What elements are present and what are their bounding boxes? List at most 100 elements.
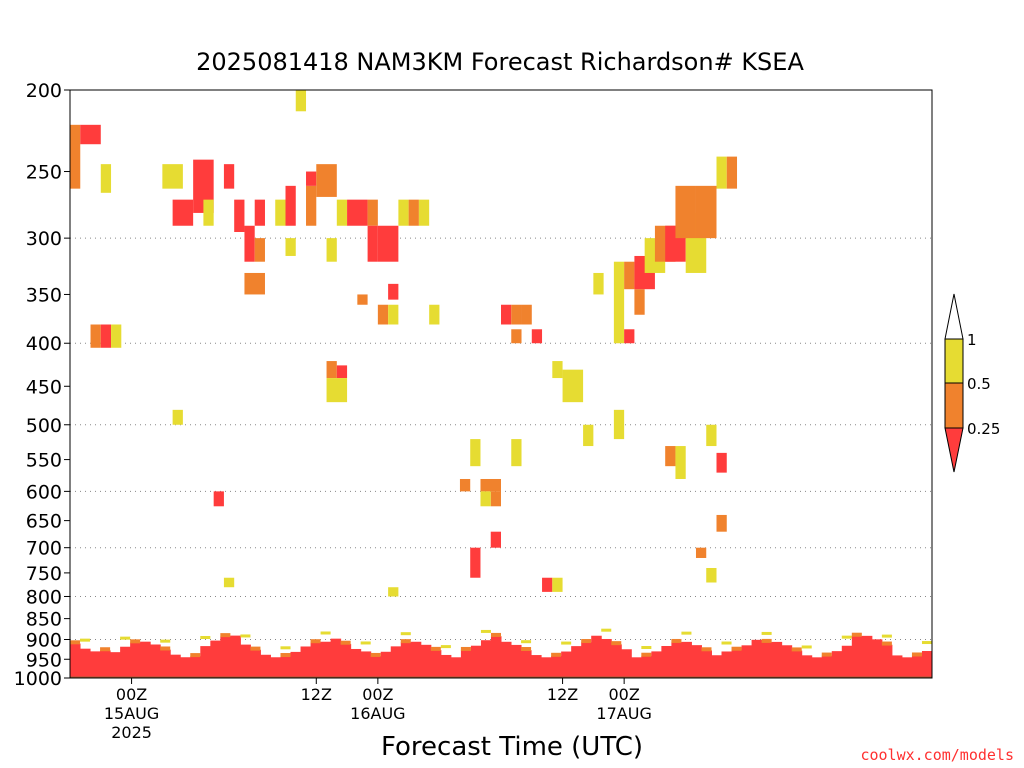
bl-column [721,651,733,677]
bl-column [661,645,672,677]
bl-column [501,641,512,677]
ri-patch [213,491,224,507]
ri-patch [111,324,122,348]
bl-column [531,655,542,677]
bl-fleck [250,646,261,651]
legend-label: 0.5 [967,375,991,393]
bl-fleck [551,652,562,657]
ri-patch [244,225,255,262]
ri-patch [459,478,471,492]
ri-patch [203,199,214,226]
ri-patch [480,478,501,492]
ri-patch [695,547,707,558]
bl-column [851,636,863,677]
ri-patch [716,156,727,189]
ri-patch [408,199,419,226]
bl-column [410,641,422,677]
bl-fleck [671,638,682,643]
bl-column [110,652,121,677]
y-tick-label: 250 [26,162,62,184]
ri-patch [306,171,317,186]
bl-column [90,651,101,677]
ri-patch [470,547,481,578]
ri-patch [562,369,584,403]
ri-patch [172,199,194,226]
ri-patch [254,238,265,262]
bl-fleck [821,652,832,657]
bl-column [671,642,682,677]
ri-patch [716,452,727,473]
y-axis-ticks: 200 250 300 350 400 450 500 550 600 650 700 7508008… [14,80,70,690]
y-tick-label: 350 [26,284,62,306]
bl-column [360,651,372,677]
bl-column [741,645,753,677]
bl-column [591,635,602,677]
bl-fleck [911,652,922,657]
ri-patch [388,304,399,325]
ri-patch [490,531,501,548]
bl-column [180,657,191,677]
ri-patch [583,424,594,447]
ri-patch [624,329,635,344]
bl-fleck [761,638,772,643]
bl-fleck [320,631,331,635]
y-tick-label: 400 [26,333,62,355]
bl-fleck [130,639,141,644]
bl-column [340,643,352,677]
ri-patch [377,304,389,325]
bl-column [190,656,201,677]
legend-bin-below [944,427,964,473]
bl-column [521,650,532,677]
bl-column [711,655,723,677]
ri-patch [70,124,81,189]
bl-column [250,649,261,677]
ri-patch [388,587,399,597]
ri-patch [675,185,696,239]
y-tick-label: 850 [26,609,62,631]
ri-patch [223,164,235,189]
x-axis-label: Forecast Time (UTC) [380,732,643,762]
bl-fleck [70,640,81,645]
bl-fleck [340,640,351,645]
bl-column [100,650,111,677]
ri-patch [326,361,337,379]
bl-column [370,656,382,677]
bl-column [160,649,171,677]
x-tick-label: 12Z [547,685,578,704]
bl-column [541,657,552,677]
bl-column [460,650,472,677]
ri-patch [193,159,214,213]
plot-frame [69,89,933,679]
x-tick-label: 00Z [116,685,147,704]
bl-column [811,657,823,677]
y-tick-label: 700 [26,538,62,560]
legend-bin-orange [944,382,964,429]
boundary-layer-band [70,628,933,677]
x-tick-label: 2025 [111,723,152,742]
y-tick-label: 300 [26,228,62,250]
ri-patch [552,361,563,379]
ri-patch [511,439,522,467]
bl-column [861,635,873,677]
legend-label: 1 [967,331,977,349]
bl-column [240,644,251,677]
bl-column [641,655,652,677]
ri-patch [100,164,112,193]
ri-patch [367,225,378,262]
ri-patch [275,199,286,226]
bl-column [440,654,452,677]
bl-fleck [280,646,291,650]
bl-column [751,639,763,677]
y-tick-label: 200 [26,80,62,102]
bl-column [320,641,332,677]
x-tick-label: 00Z [608,685,639,704]
ri-patch [100,324,112,348]
bl-column [871,639,883,677]
ri-patch [542,577,553,592]
ri-patch [347,199,368,226]
bl-fleck [280,653,291,658]
ri-patch [295,90,307,112]
ri-patch [511,329,522,344]
bl-column [781,645,793,677]
ri-patch [285,238,296,256]
